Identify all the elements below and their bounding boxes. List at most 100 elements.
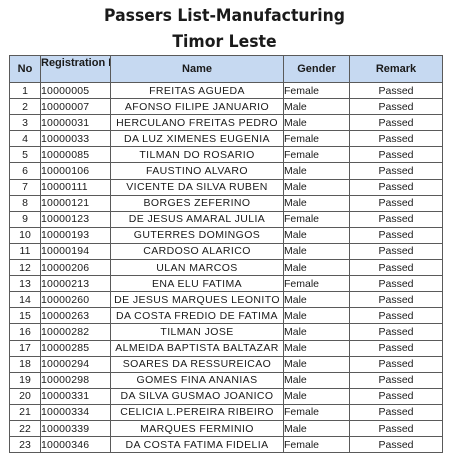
registration-no: 10000123: [40, 210, 111, 228]
passer-name: DE JESUS AMARAL JULIA: [110, 210, 284, 228]
table-row: 22 10000339 MARQUES FERMINIO Male Passed: [9, 419, 443, 438]
row-number: 1: [9, 81, 41, 100]
row-number: 23: [9, 436, 41, 454]
gender-value: Male: [283, 162, 350, 180]
row-number: 4: [9, 130, 41, 148]
registration-no: 10000260: [40, 291, 111, 309]
gender-value: Male: [283, 339, 350, 357]
registration-no: 10000193: [40, 226, 111, 244]
passer-name: DA LUZ XIMENES EUGENIA: [110, 130, 284, 148]
passer-name: BORGES ZEFERINO: [110, 194, 284, 212]
table-row: 3 10000031 HERCULANO FREITAS PEDRO Male Pass…: [9, 114, 443, 132]
table-row: 14 10000260 DE JESUS MARQUES LEONITO Male Pa…: [9, 291, 443, 309]
table-header-row: No Registration No Name Gender Remark: [9, 55, 443, 83]
row-number: 18: [9, 355, 41, 373]
row-number: 17: [9, 339, 41, 357]
gender-value: Male: [283, 259, 350, 277]
table-row: 10 10000193 GUTERRES DOMINGOS Male Passed: [9, 226, 443, 244]
gender-value: Male: [283, 242, 350, 261]
remark-value: Passed: [349, 146, 443, 164]
table-row: 7 10000111 VICENTE DA SILVA RUBEN Male Passe…: [9, 178, 443, 196]
registration-no: 10000298: [40, 371, 111, 389]
passer-name: CARDOSO ALARICO: [110, 242, 284, 261]
gender-value: Male: [283, 98, 350, 116]
remark-value: Passed: [349, 114, 443, 132]
row-number: 10: [9, 226, 41, 244]
row-number: 6: [9, 162, 41, 180]
passer-name: DE JESUS MARQUES LEONITO: [110, 291, 284, 309]
remark-value: Passed: [349, 162, 443, 180]
gender-value: Male: [283, 226, 350, 244]
row-number: 15: [9, 307, 41, 325]
table-row: 11 10000194 CARDOSO ALARICO Male Passed: [9, 242, 443, 261]
passer-name: TILMAN DO ROSARIO: [110, 146, 284, 164]
table-row: 18 10000294 SOARES DA RESSUREICAO Male Passe…: [9, 355, 443, 373]
table-row: 13 10000213 ENA ELU FATIMA Female Passed: [9, 275, 443, 293]
gender-value: Female: [283, 81, 350, 100]
passer-name: CELICIA L.PEREIRA RIBEIRO: [110, 403, 284, 421]
table-row: 23 10000346 DA COSTA FATIMA FIDELIA Female P…: [9, 436, 443, 454]
registration-no: 10000085: [40, 146, 111, 164]
row-number: 19: [9, 371, 41, 389]
passer-name: AFONSO FILIPE JANUARIO: [110, 98, 284, 116]
registration-no: 10000263: [40, 307, 111, 325]
registration-no: 10000031: [40, 114, 111, 132]
row-number: 7: [9, 178, 41, 196]
remark-value: Passed: [349, 339, 443, 357]
registration-no: 10000206: [40, 259, 111, 277]
row-number: 9: [9, 210, 41, 228]
passer-name: TILMAN JOSE: [110, 323, 284, 341]
registration-no: 10000194: [40, 242, 111, 261]
passer-name: DA COSTA FREDIO DE FATIMA: [110, 307, 284, 325]
remark-value: Passed: [349, 81, 443, 100]
remark-value: Passed: [349, 403, 443, 421]
column-header-registration: Registration No: [40, 55, 111, 83]
remark-value: Passed: [349, 387, 443, 405]
passer-name: HERCULANO FREITAS PEDRO: [110, 114, 284, 132]
passer-name: DA SILVA GUSMAO JOANICO: [110, 387, 284, 405]
remark-value: Passed: [349, 291, 443, 309]
passer-name: GOMES FINA ANANIAS: [110, 371, 284, 389]
remark-value: Passed: [349, 419, 443, 438]
remark-value: Passed: [349, 275, 443, 293]
table-row: 21 10000334 CELICIA L.PEREIRA RIBEIRO Femal…: [9, 403, 443, 421]
passer-name: FAUSTINO ALVARO: [110, 162, 284, 180]
column-header-remark: Remark: [349, 55, 443, 83]
passer-name: SOARES DA RESSUREICAO: [110, 355, 284, 373]
table-row: 8 10000121 BORGES ZEFERINO Male Passed: [9, 194, 443, 212]
gender-value: Male: [283, 307, 350, 325]
row-number: 14: [9, 291, 41, 309]
row-number: 11: [9, 242, 41, 261]
gender-value: Male: [283, 323, 350, 341]
gender-value: Female: [283, 275, 350, 293]
column-header-no: No: [9, 55, 41, 83]
passer-name: GUTERRES DOMINGOS: [110, 226, 284, 244]
table-row: 5 10000085 TILMAN DO ROSARIO Female Passed: [9, 146, 443, 164]
row-number: 13: [9, 275, 41, 293]
passers-table: No Registration No Name Gender Remark 11…: [9, 55, 443, 454]
remark-value: Passed: [349, 323, 443, 341]
row-number: 8: [9, 194, 41, 212]
registration-no: 10000346: [40, 436, 111, 454]
registration-no: 10000111: [40, 178, 111, 196]
gender-value: Male: [283, 291, 350, 309]
row-number: 12: [9, 259, 41, 277]
table-row: 17 10000285 ALMEIDA BAPTISTA BALTAZAR Male P…: [9, 339, 443, 357]
passer-name: ULAN MARCOS: [110, 259, 284, 277]
remark-value: Passed: [349, 371, 443, 389]
gender-value: Female: [283, 210, 350, 228]
remark-value: Passed: [349, 226, 443, 244]
gender-value: Male: [283, 371, 350, 389]
registration-no: 10000285: [40, 339, 111, 357]
table-row: 6 10000106 FAUSTINO ALVARO Male Passed: [9, 162, 443, 180]
registration-no: 10000213: [40, 275, 111, 293]
registration-no: 10000106: [40, 162, 111, 180]
row-number: 2: [9, 98, 41, 116]
remark-value: Passed: [349, 130, 443, 148]
registration-no: 10000033: [40, 130, 111, 148]
passer-name: DA COSTA FATIMA FIDELIA: [110, 436, 284, 454]
row-number: 20: [9, 387, 41, 405]
passer-name: ALMEIDA BAPTISTA BALTAZAR: [110, 339, 284, 357]
remark-value: Passed: [349, 194, 443, 212]
table-row: 19 10000298 GOMES FINA ANANIAS Male Passed: [9, 371, 443, 389]
